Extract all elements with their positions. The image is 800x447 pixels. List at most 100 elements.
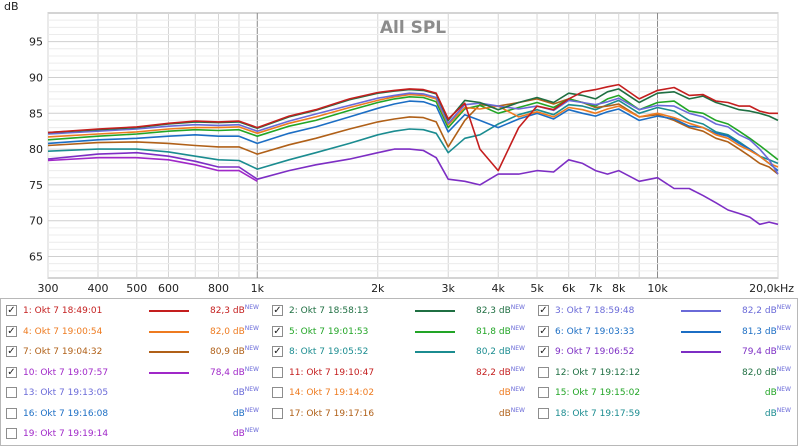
- legend-item-value: 81,8 dBNEW: [475, 324, 525, 337]
- legend-item-value: 82,3 dBNEW: [475, 304, 525, 316]
- series-lines: [47, 83, 779, 226]
- legend-checkbox[interactable]: ✓: [538, 325, 549, 337]
- spl-chart-svg: 65 70 75 80 85 90 95 300 400 500 600 800 1k 2k 3k 4k 5k 6…: [4, 0, 794, 295]
- x-tick-label: 7k: [589, 282, 603, 295]
- legend-item-value: 82,2 dBNEW: [475, 365, 525, 378]
- legend-item-label: 10: Okt 7 19:07:57: [23, 367, 109, 378]
- legend-item-label: 4: Okt 7 19:00:54: [23, 326, 103, 337]
- legend-item-value: 80,9 dBNEW: [209, 345, 259, 357]
- y-tick-label: 75: [29, 179, 43, 192]
- y-tick-label: 65: [29, 251, 43, 264]
- legend-checkbox[interactable]: ✓: [6, 325, 17, 337]
- legend-item[interactable]: ✓ 1: Okt 7 18:49:01 82,3 dBNEW: [1, 302, 267, 320]
- legend-checkbox[interactable]: ✓: [272, 346, 283, 357]
- spl-chart: 65 70 75 80 85 90 95 300 400 500 600 800 1k 2k 3k 4k 5k 6…: [4, 0, 794, 295]
- legend-checkbox[interactable]: [6, 407, 17, 419]
- legend-item-value: 78,4 dBNEW: [209, 365, 259, 378]
- legend-checkbox[interactable]: [538, 407, 549, 419]
- legend-item-value: dBNEW: [764, 386, 791, 398]
- y-tick-label: 90: [29, 71, 43, 84]
- y-axis-label: dB: [4, 0, 19, 13]
- legend-color-swatch: [415, 310, 455, 312]
- legend-item[interactable]: 17: Okt 7 19:17:16 dBNEW: [267, 405, 533, 423]
- legend-checkbox[interactable]: ✓: [272, 305, 283, 316]
- legend-color-swatch: [149, 351, 189, 353]
- legend-item-label: 9: Okt 7 19:06:52: [555, 347, 635, 357]
- x-tick-label: 10k: [647, 282, 668, 295]
- legend-checkbox[interactable]: ✓: [538, 305, 549, 316]
- legend-item[interactable]: ✓ 9: Okt 7 19:06:52 79,4 dBNEW: [533, 343, 799, 361]
- legend-item-value: 82,0 dBNEW: [741, 365, 791, 378]
- legend-item[interactable]: 13: Okt 7 19:13:05 dBNEW: [1, 384, 267, 402]
- new-badge: NEW: [510, 406, 525, 414]
- new-badge: NEW: [510, 304, 525, 311]
- y-tick-label: 95: [29, 36, 43, 49]
- legend-item[interactable]: ✓ 4: Okt 7 19:00:54 82,0 dBNEW: [1, 323, 267, 341]
- legend-color-swatch: [149, 310, 189, 312]
- x-tick-label: 5k: [530, 282, 544, 295]
- x-tick-label: 600: [158, 282, 179, 295]
- series-line-8: [47, 99, 779, 170]
- x-tick-label: 3k: [442, 282, 456, 295]
- new-badge: NEW: [776, 324, 791, 332]
- legend-item-value: 79,4 dBNEW: [741, 345, 791, 357]
- x-tick-label: 800: [208, 282, 229, 295]
- legend-color-swatch: [415, 351, 455, 353]
- legend-checkbox[interactable]: [272, 387, 283, 398]
- new-badge: NEW: [244, 427, 259, 434]
- legend-item[interactable]: ✓ 7: Okt 7 19:04:32 80,9 dBNEW: [1, 343, 267, 361]
- legend-item-label: 6: Okt 7 19:03:33: [555, 326, 635, 337]
- legend-item[interactable]: 18: Okt 7 19:17:59 dBNEW: [533, 405, 799, 423]
- legend-item[interactable]: 15: Okt 7 19:15:02 dBNEW: [533, 384, 799, 402]
- legend-item-value: dBNEW: [498, 386, 525, 398]
- legend-checkbox[interactable]: [272, 407, 283, 419]
- legend-checkbox[interactable]: [6, 428, 17, 439]
- legend-item-label: 14: Okt 7 19:14:02: [289, 388, 375, 398]
- series-line-1: [47, 83, 778, 172]
- legend-item[interactable]: 14: Okt 7 19:14:02 dBNEW: [267, 384, 533, 402]
- legend-item-label: 7: Okt 7 19:04:32: [23, 347, 103, 357]
- y-tick-label: 80: [29, 143, 43, 156]
- legend-item[interactable]: 16: Okt 7 19:16:08 dBNEW: [1, 405, 267, 423]
- legend-item-value: dBNEW: [498, 406, 525, 419]
- legend-item-value: dBNEW: [232, 427, 259, 439]
- legend-item-label: 3: Okt 7 18:59:48: [555, 306, 635, 316]
- legend-item-value: 81,3 dBNEW: [741, 324, 791, 337]
- legend-item[interactable]: ✓ 2: Okt 7 18:58:13 82,3 dBNEW: [267, 302, 533, 320]
- legend-checkbox[interactable]: ✓: [6, 346, 17, 357]
- legend-checkbox[interactable]: ✓: [6, 366, 17, 378]
- legend-item[interactable]: ✓ 10: Okt 7 19:07:57 78,4 dBNEW: [1, 364, 267, 382]
- legend-item[interactable]: ✓ 8: Okt 7 19:05:52 80,2 dBNEW: [267, 343, 533, 361]
- new-badge: NEW: [776, 345, 791, 352]
- x-tick-label: 4k: [492, 282, 506, 295]
- series-line-10: [47, 156, 258, 182]
- series-line-9: [47, 148, 779, 226]
- legend-item[interactable]: ✓ 6: Okt 7 19:03:33 81,3 dBNEW: [533, 323, 799, 341]
- legend-checkbox[interactable]: [538, 387, 549, 398]
- legend-checkbox[interactable]: [538, 366, 549, 378]
- legend-item-label: 2: Okt 7 18:58:13: [289, 306, 369, 316]
- legend-checkbox[interactable]: ✓: [6, 305, 17, 316]
- series-line-3: [47, 92, 779, 175]
- legend-item[interactable]: 19: Okt 7 19:19:14 dBNEW: [1, 425, 267, 443]
- legend-checkbox[interactable]: ✓: [272, 325, 283, 337]
- legend-item-label: 8: Okt 7 19:05:52: [289, 347, 369, 357]
- x-tick-label: 8k: [612, 282, 626, 295]
- series-line-4: [47, 93, 779, 168]
- legend-checkbox[interactable]: ✓: [538, 346, 549, 357]
- x-tick-label: 1k: [251, 282, 265, 295]
- chart-title: All SPL: [380, 18, 446, 38]
- new-badge: NEW: [244, 304, 259, 311]
- series-line-7: [47, 98, 779, 175]
- legend-checkbox[interactable]: [272, 366, 283, 378]
- x-tick-label: 400: [88, 282, 109, 295]
- new-badge: NEW: [244, 345, 259, 352]
- legend-item[interactable]: 11: Okt 7 19:10:47 82,2 dBNEW: [267, 364, 533, 382]
- legend-checkbox[interactable]: [6, 387, 17, 398]
- legend-item-value: 82,0 dBNEW: [209, 324, 259, 337]
- legend-item-value: dBNEW: [764, 406, 791, 419]
- legend-item[interactable]: ✓ 5: Okt 7 19:01:53 81,8 dBNEW: [267, 323, 533, 341]
- legend-item[interactable]: ✓ 3: Okt 7 18:59:48 82,2 dBNEW: [533, 302, 799, 320]
- new-badge: NEW: [776, 386, 791, 393]
- legend-item[interactable]: 12: Okt 7 19:12:12 82,0 dBNEW: [533, 364, 799, 382]
